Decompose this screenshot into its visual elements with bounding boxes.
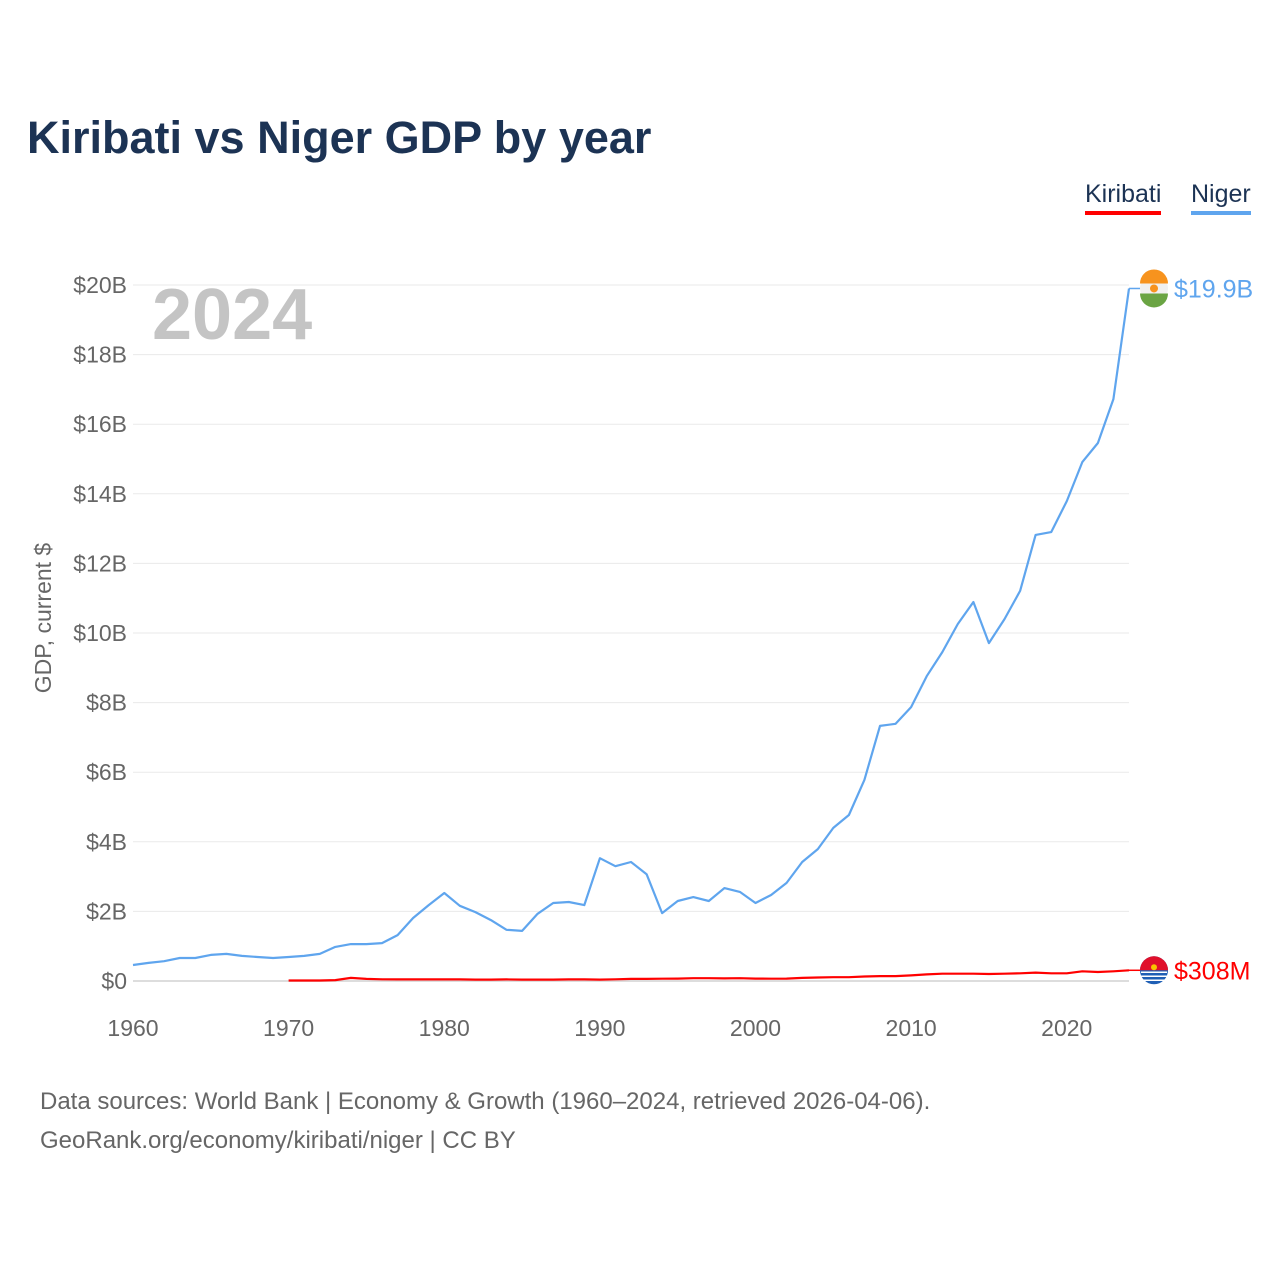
y-axis-label: GDP, current $ [30,543,56,694]
end-value-label-kiribati: $308M [1174,957,1250,985]
niger-flag-orange [1140,269,1168,284]
x-tick-label: 1990 [574,1015,625,1041]
x-tick-label: 2020 [1041,1015,1092,1041]
y-tick-label: $0 [101,968,127,994]
y-tick-label: $6B [86,759,127,785]
y-tick-label: $14B [73,481,127,507]
legend-kiribati[interactable]: Kiribati [1085,180,1162,215]
chart-title: Kiribati vs Niger GDP by year [27,112,652,163]
x-tick-label: 1980 [419,1015,470,1041]
end-value-label-niger: $19.9B [1174,275,1253,303]
source-link[interactable]: GeoRank.org/economy/kiribati/niger | CC … [40,1127,516,1154]
footer: Data sources: World Bank | Economy & Gro… [40,1082,930,1160]
series-line-niger [132,288,1131,967]
niger-flag-green [1140,293,1168,308]
series-line-kiribati [288,969,1130,982]
x-tick-label: 1960 [107,1015,158,1041]
year-watermark: 2024 [152,275,312,355]
kiribati-flag-sun [1151,964,1157,971]
y-tick-label: $4B [86,829,127,855]
niger-flag-sun [1150,284,1158,293]
y-tick-label: $12B [73,550,127,576]
kiribati-flag-red [1140,956,1168,971]
y-tick-label: $10B [73,620,127,646]
x-tick-label: 1970 [263,1015,314,1041]
source-text: Data sources: World Bank | Economy & Gro… [40,1088,931,1115]
y-tick-label: $20B [73,272,127,298]
y-tick-label: $8B [86,690,127,716]
x-tick-label: 2000 [730,1015,781,1041]
legend-niger[interactable]: Niger [1191,180,1251,215]
y-tick-label: $2B [86,898,127,924]
y-tick-label: $16B [73,411,127,437]
y-tick-label: $18B [73,342,127,368]
x-tick-label: 2010 [886,1015,937,1041]
